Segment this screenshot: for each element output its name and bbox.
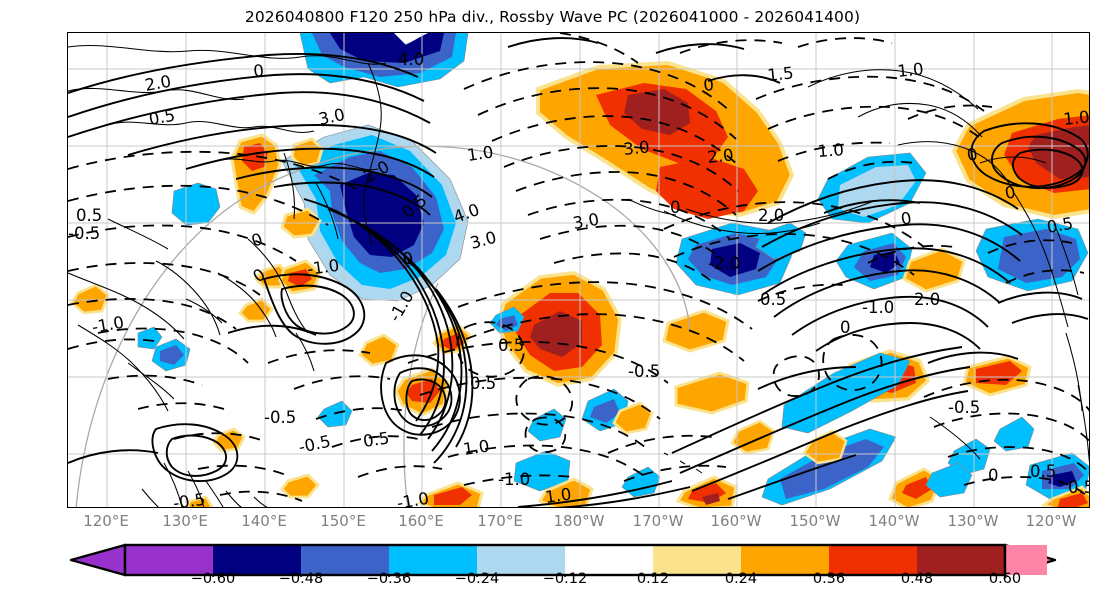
svg-text:-0.5: -0.5	[948, 398, 980, 417]
svg-text:0.5: 0.5	[1045, 214, 1074, 237]
xtick-140W: 140°W	[868, 512, 920, 530]
contour-negative	[68, 33, 1089, 502]
xtick-120W: 120°W	[1025, 512, 1077, 530]
xtick-150W: 150°W	[789, 512, 841, 530]
page-title: 2026040800 F120 250 hPa div., Rossby Wav…	[244, 8, 861, 26]
cbar-label--0.60: −0.60	[190, 571, 236, 587]
svg-text:-1.0: -1.0	[306, 256, 341, 279]
xtick-140E: 140°E	[241, 512, 287, 530]
svg-text:0.5: 0.5	[362, 428, 391, 450]
svg-text:3.0: 3.0	[622, 137, 650, 159]
map-canvas: 2.0 0.5 4.0 3.0 0 0.5 -0.5 0 0 0.5 -1.0 …	[68, 33, 1089, 507]
svg-text:0.5: 0.5	[760, 290, 786, 309]
svg-text:2.0: 2.0	[143, 72, 172, 95]
svg-text:0: 0	[702, 75, 714, 95]
svg-text:-2.0: -2.0	[708, 254, 740, 273]
cbar-label-0.36: 0.36	[812, 571, 846, 587]
xtick-160E: 160°E	[398, 512, 444, 530]
svg-text:1.0: 1.0	[544, 484, 573, 506]
svg-text:-0.5: -0.5	[297, 432, 332, 457]
svg-text:0: 0	[670, 198, 681, 217]
svg-text:0.5: 0.5	[147, 106, 176, 129]
svg-text:-1.0: -1.0	[498, 470, 530, 489]
cbar-extend-min	[69, 543, 127, 577]
svg-text:1.0: 1.0	[1062, 107, 1089, 129]
svg-text:0.5: 0.5	[76, 206, 102, 225]
svg-text:0: 0	[252, 61, 264, 81]
svg-text:0.5: 0.5	[498, 336, 524, 355]
svg-text:0.5: 0.5	[470, 374, 496, 393]
svg-text:-0.5: -0.5	[68, 224, 100, 243]
svg-text:0: 0	[988, 466, 999, 485]
map-clip: 2.0 0.5 4.0 3.0 0 0.5 -0.5 0 0 0.5 -1.0 …	[68, 33, 1089, 507]
svg-text:0.5: 0.5	[1030, 462, 1056, 481]
gridlines	[68, 33, 1089, 507]
colorbar-ticks	[212, 575, 1006, 577]
xtick-170E: 170°E	[477, 512, 523, 530]
svg-text:1.0: 1.0	[896, 59, 924, 81]
svg-text:0: 0	[965, 144, 979, 165]
xtick-130E: 130°E	[162, 512, 208, 530]
contour-positive	[68, 37, 1089, 507]
svg-text:0.5: 0.5	[1068, 478, 1089, 497]
svg-text:0: 0	[1003, 182, 1017, 203]
cbar-label--0.36: −0.36	[366, 571, 412, 587]
svg-text:1.0: 1.0	[817, 140, 845, 161]
colorbar[interactable]	[63, 543, 1063, 577]
shaded-anomaly-layer	[70, 33, 1089, 507]
svg-text:0: 0	[401, 248, 415, 269]
svg-text:2.0: 2.0	[914, 290, 940, 309]
svg-text:2.0: 2.0	[706, 145, 734, 167]
svg-text:-0.5: -0.5	[628, 362, 660, 381]
svg-text:0: 0	[249, 229, 265, 250]
xtick-180W: 180°W	[553, 512, 605, 530]
svg-text:-1.0: -1.0	[862, 298, 894, 317]
svg-text:3.0: 3.0	[468, 228, 498, 253]
xtick-160W: 160°W	[710, 512, 762, 530]
xtick-130W: 130°W	[947, 512, 999, 530]
xtick-170W: 170°W	[632, 512, 684, 530]
xtick-150E: 150°E	[320, 512, 366, 530]
svg-text:0: 0	[899, 208, 913, 229]
cbar-label--0.48: −0.48	[278, 571, 324, 587]
map-axes[interactable]: 2.0 0.5 4.0 3.0 0 0.5 -0.5 0 0 0.5 -1.0 …	[67, 32, 1090, 508]
svg-text:1.5: 1.5	[766, 63, 794, 85]
cbar-label-0.60: 0.60	[988, 571, 1022, 587]
svg-text:1.0: 1.0	[462, 436, 491, 458]
svg-text:0: 0	[840, 318, 851, 337]
cbar-label-0.12: 0.12	[636, 571, 670, 587]
svg-text:-1.0: -1.0	[395, 489, 430, 507]
svg-text:1.0: 1.0	[466, 142, 495, 164]
svg-text:-0.5: -0.5	[264, 408, 296, 427]
cbar-label--0.24: −0.24	[454, 571, 500, 587]
svg-text:-0.5: -0.5	[172, 490, 207, 507]
colorbar-segments	[69, 543, 1057, 577]
svg-text:4.0: 4.0	[398, 50, 424, 69]
svg-text:2.0: 2.0	[758, 206, 784, 225]
svg-text:3.0: 3.0	[571, 210, 600, 233]
svg-text:-1.0: -1.0	[90, 313, 125, 337]
xtick-120E: 120°E	[83, 512, 129, 530]
cbar-label-0.24: 0.24	[724, 571, 758, 587]
cbar-label-0.48: 0.48	[900, 571, 934, 587]
cbar-label--0.12: −0.12	[542, 571, 588, 587]
